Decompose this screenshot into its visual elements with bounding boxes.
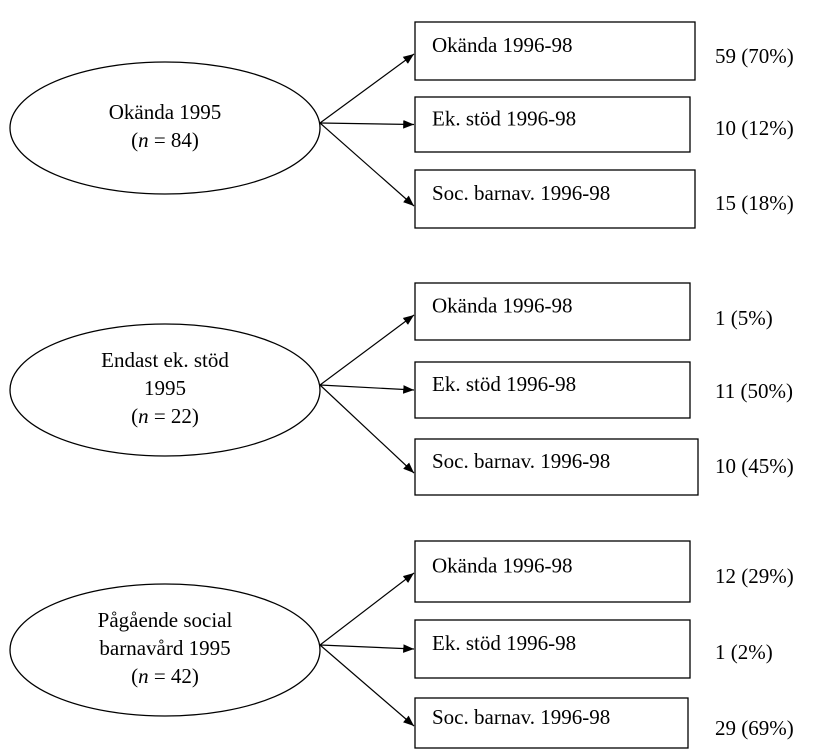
sample-size-part: = 22) <box>149 404 199 428</box>
outcome: 10 (45%) <box>715 454 794 478</box>
arrow <box>319 120 415 129</box>
source-node <box>9 61 321 195</box>
outcome: 59 (70%) <box>715 44 794 68</box>
target-box <box>414 697 689 749</box>
sample-size-part: = 84) <box>149 128 199 152</box>
target-box <box>414 619 691 679</box>
target-label: Ek. stöd 1996-98 <box>432 631 576 655</box>
outcome: 1 (2%) <box>715 640 773 664</box>
outcome: 29 (69%) <box>715 716 794 740</box>
sample-size-part: = 42) <box>149 664 199 688</box>
target-label: Ek. stöd 1996-98 <box>432 106 576 130</box>
target-box <box>414 361 691 419</box>
arrow <box>319 384 415 474</box>
sample-size-part: ( <box>131 664 138 688</box>
target-box <box>414 438 699 496</box>
sample-size: (n = 42) <box>131 664 199 688</box>
sample-size-part: n <box>138 664 149 688</box>
outcome: 1 (5%) <box>715 306 773 330</box>
sample-size-part: ( <box>131 404 138 428</box>
arrow <box>319 53 415 124</box>
target-box <box>414 96 691 153</box>
sample-size-part: n <box>138 404 149 428</box>
target-label: Soc. barnav. 1996-98 <box>432 449 610 473</box>
target-box <box>414 282 691 341</box>
outcome: 15 (18%) <box>715 191 794 215</box>
arrow <box>319 572 415 646</box>
target-box <box>414 21 696 81</box>
target-label: Okända 1996-98 <box>432 33 573 57</box>
source-label: Endast ek. stöd <box>101 348 229 372</box>
sample-size-part: n <box>138 128 149 152</box>
arrow <box>319 644 415 727</box>
source-label: Pågående social <box>98 608 233 632</box>
sample-size: (n = 22) <box>131 404 199 428</box>
sample-size-part: ( <box>131 128 138 152</box>
source-label: barnavård 1995 <box>99 636 230 660</box>
sample-size: (n = 84) <box>131 128 199 152</box>
source-node <box>9 583 321 717</box>
arrow <box>319 122 415 207</box>
target-label: Ek. stöd 1996-98 <box>432 372 576 396</box>
target-label: Soc. barnav. 1996-98 <box>432 705 610 729</box>
source-label: Okända 1995 <box>109 100 222 124</box>
outcome: 10 (12%) <box>715 116 794 140</box>
arrow <box>319 644 415 653</box>
target-box <box>414 540 691 603</box>
target-box <box>414 169 696 229</box>
outcome: 12 (29%) <box>715 564 794 588</box>
outcome: 11 (50%) <box>715 379 793 403</box>
arrow <box>319 314 415 386</box>
target-label: Soc. barnav. 1996-98 <box>432 181 610 205</box>
target-label: Okända 1996-98 <box>432 553 573 577</box>
target-label: Okända 1996-98 <box>432 293 573 317</box>
source-label: 1995 <box>144 376 186 400</box>
source-node <box>9 323 321 457</box>
arrow <box>319 384 415 394</box>
